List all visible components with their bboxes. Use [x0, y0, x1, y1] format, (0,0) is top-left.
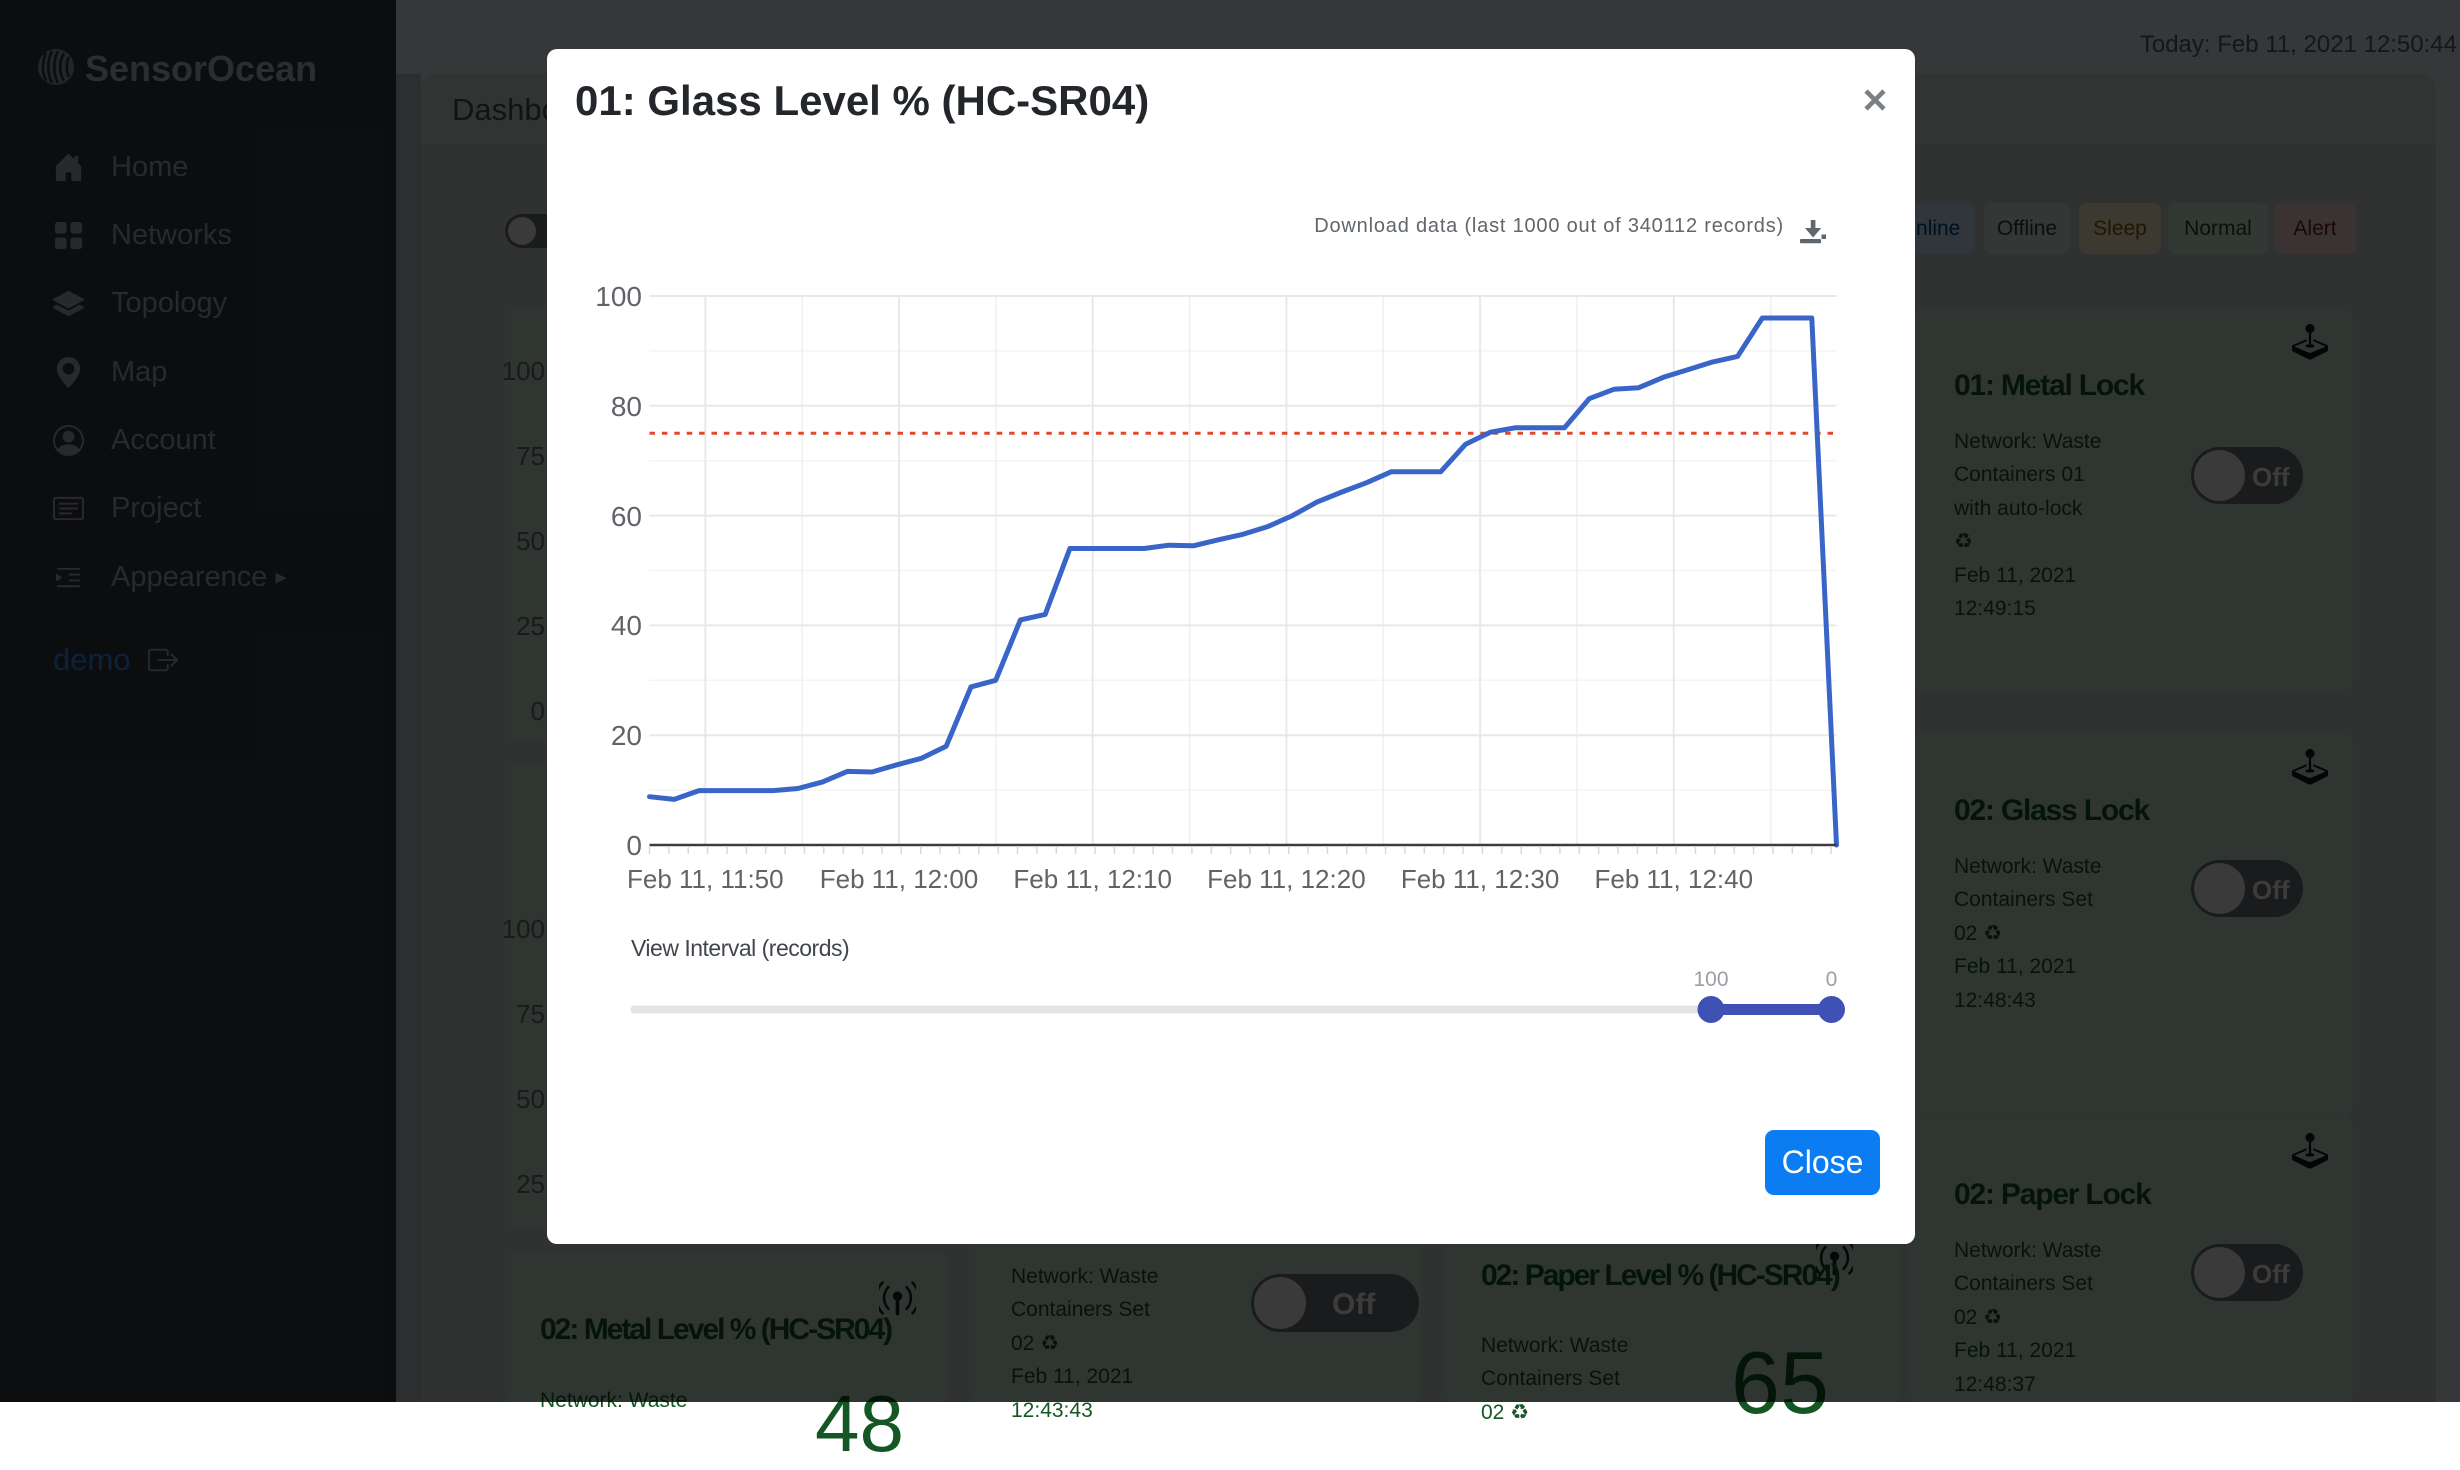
- svg-text:0: 0: [1826, 968, 1838, 991]
- svg-text:Feb 11, 11:50: Feb 11, 11:50: [627, 864, 784, 894]
- svg-text:20: 20: [611, 720, 642, 751]
- svg-text:Feb 11, 12:10: Feb 11, 12:10: [1013, 864, 1172, 894]
- svg-text:60: 60: [611, 501, 642, 532]
- svg-text:Feb 11, 12:30: Feb 11, 12:30: [1401, 864, 1560, 894]
- svg-text:40: 40: [611, 610, 642, 641]
- svg-text:Feb 11, 12:00: Feb 11, 12:00: [820, 864, 979, 894]
- svg-text:Feb 11, 12:40: Feb 11, 12:40: [1595, 864, 1754, 894]
- svg-text:100: 100: [595, 281, 642, 312]
- svg-text:Feb 11, 12:20: Feb 11, 12:20: [1207, 864, 1366, 894]
- svg-text:100: 100: [1693, 968, 1728, 991]
- svg-text:80: 80: [611, 391, 642, 422]
- svg-text:0: 0: [626, 830, 642, 861]
